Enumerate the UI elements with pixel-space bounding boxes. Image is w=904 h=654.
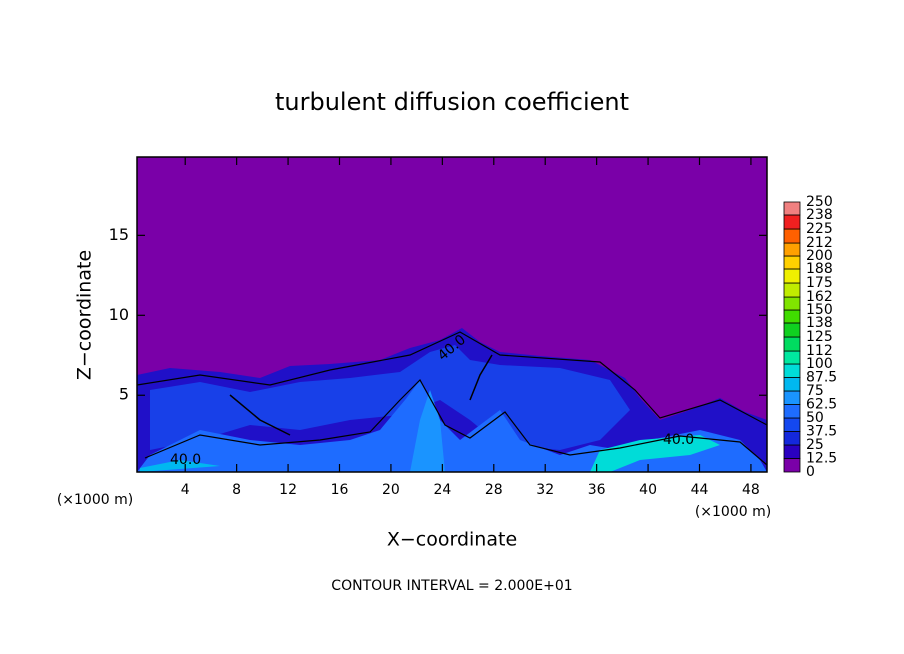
colorbar-label: 62.5 [806, 397, 837, 413]
colorbar-label: 212 [806, 235, 833, 251]
chart-title: turbulent diffusion coefficient [275, 88, 629, 116]
colorbar-cell [783, 377, 801, 392]
x-tick-label: 36 [588, 482, 606, 498]
x-axis-label: X−coordinate [387, 529, 517, 551]
colorbar-label: 162 [806, 289, 833, 305]
colorbar-label: 188 [806, 261, 833, 277]
colorbar-cell [783, 296, 801, 311]
contour-line [229, 394, 291, 436]
x-tick-label: 48 [742, 482, 760, 498]
contour-line [469, 354, 493, 401]
colorbar-cell [783, 242, 801, 257]
contour-field [136, 157, 768, 472]
colorbar-label: 75 [806, 383, 824, 399]
x-unit-label: (×1000 m) [695, 504, 771, 520]
colorbar-label: 87.5 [806, 370, 837, 386]
colorbar-label: 200 [806, 248, 833, 264]
y-axis-label: Z−coordinate [74, 250, 96, 380]
contour-line [144, 379, 768, 466]
y-tick-label: 10 [109, 305, 129, 324]
colorbar-cell [783, 309, 801, 324]
colorbar-cell [783, 431, 801, 446]
colorbar-cell [783, 322, 801, 338]
colorbar-cell [783, 201, 801, 216]
field-region [590, 435, 720, 472]
x-tick-label: 4 [181, 482, 190, 498]
contour-label: 40.0 [170, 452, 201, 468]
x-tick-label: 28 [485, 482, 503, 498]
colorbar-label: 100 [806, 356, 833, 372]
contour-line [136, 331, 768, 426]
colorbar-label: 25 [806, 437, 824, 453]
footnote: CONTOUR INTERVAL = 2.000E+01 [331, 578, 572, 594]
y-tick-label: 15 [109, 225, 129, 244]
x-tick-label: 8 [232, 482, 241, 498]
field-region [150, 345, 630, 450]
plot-frame [136, 156, 768, 473]
colorbar-label: 250 [806, 194, 833, 210]
x-tick-label: 20 [382, 482, 400, 498]
colorbar-cell [783, 390, 801, 405]
colorbar-cell [783, 282, 801, 298]
colorbar-label: 112 [806, 343, 833, 359]
x-unit-label: (×1000 m) [57, 492, 133, 508]
x-tick-label: 16 [331, 482, 349, 498]
colorbar-cell [783, 444, 801, 459]
colorbar-cell [783, 417, 801, 432]
colorbar-label: 150 [806, 302, 833, 318]
colorbar-label: 125 [806, 329, 833, 345]
colorbar-cell [783, 214, 801, 230]
colorbar-label: 12.5 [806, 451, 837, 467]
x-tick-label: 24 [433, 482, 451, 498]
x-tick-label: 32 [536, 482, 554, 498]
colorbar-cell [783, 255, 801, 270]
colorbar-label: 175 [806, 275, 833, 291]
colorbar-cell [783, 350, 801, 365]
colorbar-cell [783, 268, 801, 284]
x-tick-label: 12 [279, 482, 297, 498]
colorbar-label: 225 [806, 221, 833, 237]
field-region [410, 390, 445, 472]
colorbar-label: 50 [806, 410, 824, 426]
colorbar-label: 238 [806, 207, 833, 223]
colorbar-label: 0 [806, 464, 815, 480]
field-region [140, 460, 220, 472]
contour-label: 40.0 [663, 432, 694, 448]
colorbar-cell [783, 363, 801, 378]
x-tick-label: 44 [691, 482, 709, 498]
colorbar-label: 138 [806, 315, 833, 331]
colorbar-cell [783, 404, 801, 419]
colorbar-label: 37.5 [806, 424, 837, 440]
colorbar-cell [783, 458, 801, 473]
colorbar-cell [783, 336, 801, 352]
colorbar-cell [783, 228, 801, 244]
y-tick-label: 5 [119, 385, 129, 404]
x-tick-label: 40 [639, 482, 657, 498]
